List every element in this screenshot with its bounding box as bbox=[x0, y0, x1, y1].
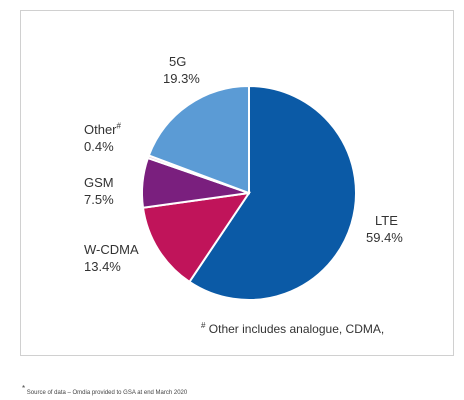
pie-slice-w-cdma bbox=[141, 191, 252, 284]
label-other-name: Other bbox=[84, 122, 117, 137]
label-lte-value: 59.4% bbox=[366, 230, 403, 245]
label-wcdma: W-CDMA 13.4% bbox=[84, 241, 139, 275]
label-gsm-value: 7.5% bbox=[84, 192, 114, 207]
label-5g: 5G 19.3% bbox=[163, 53, 200, 87]
source-text: Source of data – Omdia provided to GSA a… bbox=[25, 390, 188, 396]
footnote-mark: # bbox=[201, 321, 206, 330]
label-other-value: 0.4% bbox=[84, 139, 114, 154]
pie-slice-lte bbox=[188, 84, 357, 301]
label-other-name-row: Other# bbox=[84, 121, 121, 138]
label-wcdma-value: 13.4% bbox=[84, 259, 121, 274]
label-gsm-name: GSM bbox=[84, 175, 114, 190]
footnote-text: Other includes analogue, CDMA, bbox=[205, 322, 385, 336]
label-other-mark: # bbox=[116, 121, 121, 131]
pie-slice-5g bbox=[147, 84, 250, 195]
label-wcdma-name: W-CDMA bbox=[84, 242, 139, 257]
label-5g-value: 19.3% bbox=[163, 71, 200, 86]
source-note: * Source of data – Omdia provided to GSA… bbox=[22, 385, 188, 397]
footnote: # Other includes analogue, CDMA, bbox=[201, 321, 385, 337]
label-5g-name: 5G bbox=[169, 54, 187, 69]
label-gsm: GSM 7.5% bbox=[84, 174, 114, 208]
label-lte-name: LTE bbox=[375, 213, 398, 228]
label-other: Other# 0.4% bbox=[84, 121, 121, 155]
source-mark: * bbox=[22, 384, 26, 393]
label-lte: LTE 59.4% bbox=[366, 212, 403, 246]
